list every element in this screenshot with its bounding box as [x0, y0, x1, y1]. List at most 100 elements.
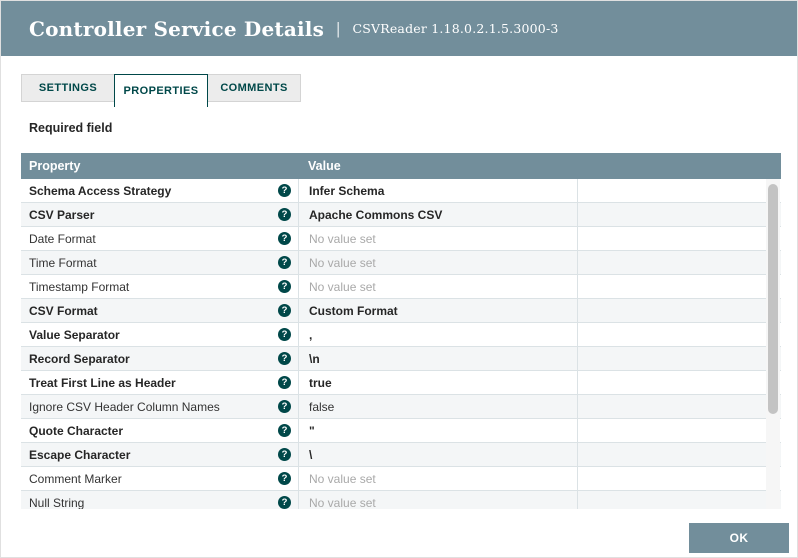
- table-row: Time Format? No value set: [21, 251, 781, 275]
- property-value: ,: [309, 327, 313, 342]
- property-value: false: [309, 399, 335, 414]
- property-name: Comment Marker: [29, 471, 122, 486]
- help-icon[interactable]: ?: [278, 280, 291, 293]
- filler-cell: [578, 251, 781, 274]
- filler-cell: [578, 203, 781, 226]
- property-value: No value set: [309, 255, 376, 270]
- filler-cell: [578, 371, 781, 394]
- tab-settings[interactable]: SETTINGS: [21, 74, 115, 102]
- filler-cell: [578, 395, 781, 418]
- property-cell: Treat First Line as Header?: [21, 371, 298, 394]
- property-value: \n: [309, 351, 320, 366]
- value-cell: false: [298, 395, 578, 418]
- property-cell: Escape Character?: [21, 443, 298, 466]
- property-name: Treat First Line as Header: [29, 375, 176, 390]
- filler-cell: [578, 275, 781, 298]
- property-cell: Schema Access Strategy?: [21, 179, 298, 202]
- property-name: Quote Character: [29, 423, 124, 438]
- property-value: Infer Schema: [309, 183, 385, 198]
- table-header-row: Property Value: [21, 153, 781, 179]
- help-icon[interactable]: ?: [278, 352, 291, 365]
- property-value: true: [309, 375, 332, 390]
- help-icon[interactable]: ?: [278, 472, 291, 485]
- property-name: CSV Parser: [29, 207, 95, 222]
- table-row: Timestamp Format? No value set: [21, 275, 781, 299]
- table-row: CSV Parser? Apache Commons CSV: [21, 203, 781, 227]
- property-cell: Ignore CSV Header Column Names?: [21, 395, 298, 418]
- column-header-value: Value: [308, 159, 341, 173]
- help-icon[interactable]: ?: [278, 184, 291, 197]
- help-icon[interactable]: ?: [278, 376, 291, 389]
- scrollbar-thumb[interactable]: [768, 184, 778, 414]
- table-row: Value Separator?,: [21, 323, 781, 347]
- dialog-subtitle: CSVReader 1.18.0.2.1.5.3000-3: [352, 21, 559, 36]
- property-cell: Comment Marker?: [21, 467, 298, 490]
- value-cell: ": [298, 419, 578, 442]
- property-name: Value Separator: [29, 327, 120, 342]
- table-row: Comment Marker? No value set: [21, 467, 781, 491]
- value-cell: No value set: [298, 251, 578, 274]
- help-icon[interactable]: ?: [278, 208, 291, 221]
- help-icon[interactable]: ?: [278, 496, 291, 509]
- property-name: Time Format: [29, 255, 97, 270]
- dialog-header: Controller Service Details | CSVReader 1…: [1, 1, 797, 56]
- property-value: Apache Commons CSV: [309, 207, 443, 222]
- tab-bar: SETTINGS PROPERTIES COMMENTS: [21, 74, 797, 108]
- property-cell: CSV Parser?: [21, 203, 298, 226]
- filler-cell: [578, 227, 781, 250]
- property-cell: Date Format?: [21, 227, 298, 250]
- property-value: No value set: [309, 279, 376, 294]
- filler-cell: [578, 299, 781, 322]
- property-name: Schema Access Strategy: [29, 183, 172, 198]
- table-row: CSV Format? Custom Format: [21, 299, 781, 323]
- property-cell: Record Separator?: [21, 347, 298, 370]
- help-icon[interactable]: ?: [278, 400, 291, 413]
- help-icon[interactable]: ?: [278, 304, 291, 317]
- property-cell: CSV Format?: [21, 299, 298, 322]
- property-value: No value set: [309, 471, 376, 486]
- dialog-title: Controller Service Details: [29, 16, 325, 41]
- property-cell: Timestamp Format?: [21, 275, 298, 298]
- value-cell: ,: [298, 323, 578, 346]
- help-icon[interactable]: ?: [278, 232, 291, 245]
- value-cell: Infer Schema: [298, 179, 578, 202]
- property-cell: Time Format?: [21, 251, 298, 274]
- property-value: No value set: [309, 495, 376, 510]
- help-icon[interactable]: ?: [278, 424, 291, 437]
- filler-cell: [578, 467, 781, 490]
- property-cell: Quote Character?: [21, 419, 298, 442]
- property-value: No value set: [309, 231, 376, 246]
- tab-properties[interactable]: PROPERTIES: [114, 74, 208, 107]
- property-name: CSV Format: [29, 303, 98, 318]
- filler-cell: [578, 491, 781, 509]
- title-divider: |: [336, 18, 341, 38]
- table-row: Ignore CSV Header Column Names? false: [21, 395, 781, 419]
- required-field-label: Required field: [29, 121, 113, 135]
- property-cell: Null String?: [21, 491, 298, 509]
- value-cell: true: [298, 371, 578, 394]
- property-value: ": [309, 423, 315, 438]
- property-name: Ignore CSV Header Column Names: [29, 399, 220, 414]
- table-row: Quote Character? ": [21, 419, 781, 443]
- property-name: Escape Character: [29, 447, 131, 462]
- table-row: Treat First Line as Header? true: [21, 371, 781, 395]
- column-header-property: Property: [29, 159, 81, 173]
- table-row: Date Format? No value set: [21, 227, 781, 251]
- value-cell: \: [298, 443, 578, 466]
- scrollbar-track[interactable]: [766, 179, 780, 509]
- properties-table-body: Schema Access Strategy? Infer Schema CSV P…: [21, 179, 781, 509]
- help-icon[interactable]: ?: [278, 328, 291, 341]
- property-value: \: [309, 447, 313, 462]
- value-cell: \n: [298, 347, 578, 370]
- tab-comments[interactable]: COMMENTS: [207, 74, 301, 102]
- filler-cell: [578, 443, 781, 466]
- value-cell: No value set: [298, 491, 578, 509]
- filler-cell: [578, 179, 781, 202]
- value-cell: No value set: [298, 227, 578, 250]
- filler-cell: [578, 347, 781, 370]
- table-row: Null String? No value set: [21, 491, 781, 509]
- ok-button[interactable]: OK: [689, 523, 789, 553]
- help-icon[interactable]: ?: [278, 256, 291, 269]
- help-icon[interactable]: ?: [278, 448, 291, 461]
- value-cell: Apache Commons CSV: [298, 203, 578, 226]
